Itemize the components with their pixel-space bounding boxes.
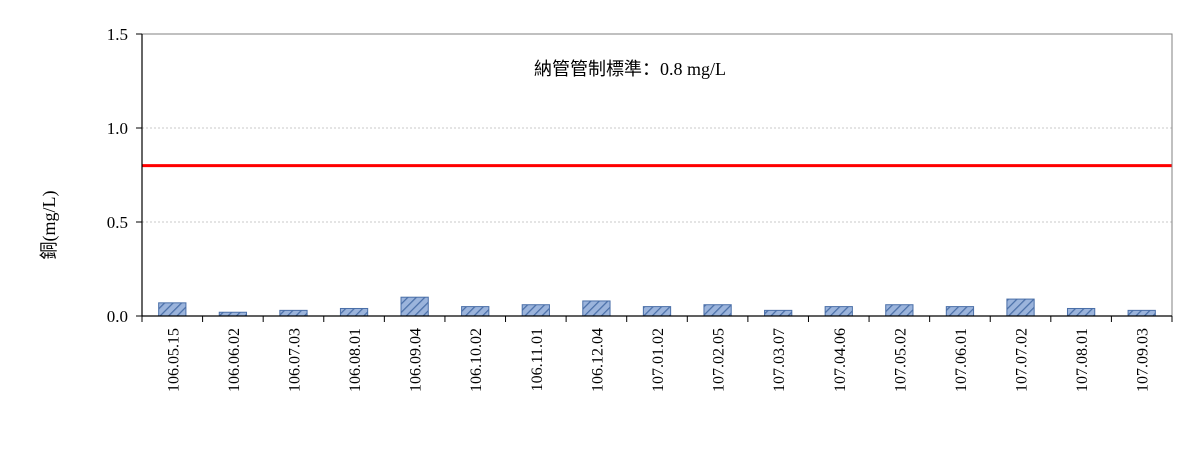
x-tick-label: 106.07.03 bbox=[286, 328, 303, 392]
bar bbox=[279, 309, 308, 317]
x-tick-label: 107.01.02 bbox=[650, 328, 667, 392]
y-tick-label: 0.0 bbox=[107, 307, 128, 326]
x-tick-label: 106.10.02 bbox=[468, 328, 485, 392]
bar bbox=[764, 309, 793, 317]
x-tick-label: 107.04.06 bbox=[832, 328, 849, 392]
bar bbox=[521, 304, 550, 317]
x-tick-label: 106.11.01 bbox=[529, 328, 546, 391]
bar bbox=[1066, 307, 1096, 317]
x-tick-labels: 106.05.15 106.06.02 106.07.03 106.08.01 106.… bbox=[165, 328, 1151, 392]
bars bbox=[158, 296, 1156, 317]
standard-annotation: 納管管制標準：0.8 mg/L bbox=[534, 59, 726, 79]
axes bbox=[136, 33, 1173, 322]
y-tick-label: 1.0 bbox=[107, 119, 128, 138]
y-tick-labels: 0.0 0.5 1.0 1.5 bbox=[107, 25, 128, 326]
x-tick-label: 106.06.02 bbox=[226, 328, 243, 392]
x-tick-label: 107.03.07 bbox=[771, 328, 788, 392]
x-tick-label: 107.02.05 bbox=[711, 328, 728, 392]
bar bbox=[582, 300, 611, 317]
y-axis-title: 銅(mg/L) bbox=[39, 191, 60, 260]
x-tick-label: 106.09.04 bbox=[408, 328, 425, 392]
bar bbox=[339, 307, 369, 317]
x-tick-label: 107.05.02 bbox=[892, 328, 909, 392]
y-tick-label: 1.5 bbox=[107, 25, 128, 44]
bar bbox=[1006, 298, 1035, 317]
x-tick-label: 106.05.15 bbox=[165, 328, 182, 392]
bar bbox=[158, 302, 187, 317]
x-tick-label: 106.12.04 bbox=[589, 328, 606, 392]
bar bbox=[824, 306, 853, 317]
bar bbox=[642, 306, 672, 317]
x-tick-label: 107.09.03 bbox=[1135, 328, 1152, 392]
x-tick-label: 107.06.01 bbox=[953, 328, 970, 392]
x-tick-label: 107.07.02 bbox=[1014, 328, 1031, 392]
bar bbox=[703, 304, 732, 317]
bar bbox=[400, 296, 429, 317]
x-tick-label: 106.08.01 bbox=[347, 328, 364, 392]
x-tick-label: 107.08.01 bbox=[1074, 328, 1091, 392]
bar bbox=[1127, 309, 1156, 317]
bar bbox=[885, 304, 914, 317]
y-tick-label: 0.5 bbox=[107, 213, 128, 232]
bar bbox=[461, 306, 490, 317]
bar bbox=[945, 306, 975, 317]
